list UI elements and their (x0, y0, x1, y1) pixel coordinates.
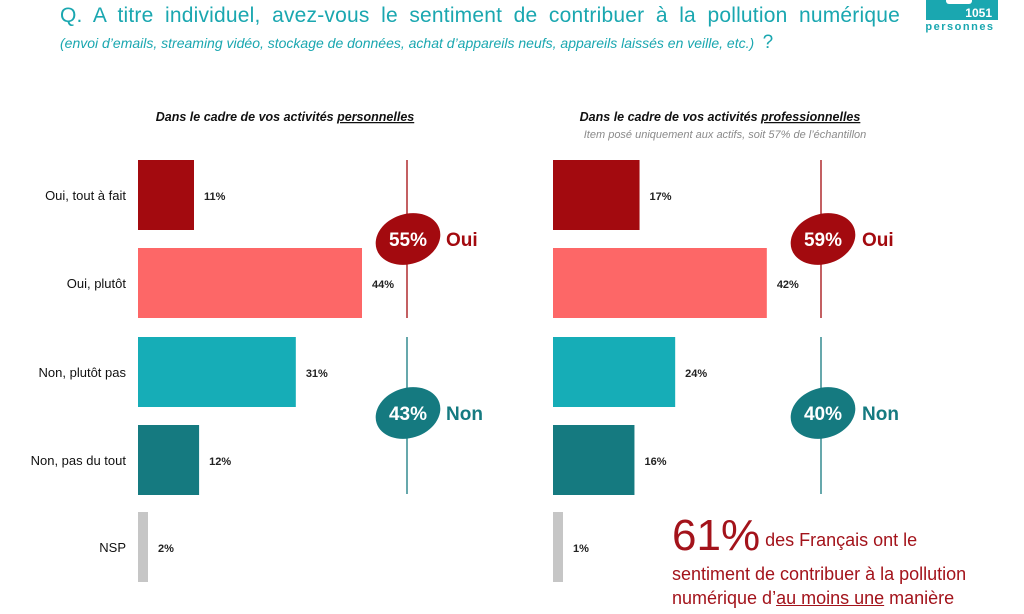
question-subtitle-line: (envoi d’emails, streaming vidéo, stocka… (60, 32, 900, 54)
question-title: Q. A titre individuel, avez-vous le sent… (60, 4, 900, 27)
panel-title-emphasis: personnelles (336, 110, 414, 124)
group-label: Non (446, 404, 483, 425)
bar (553, 160, 640, 230)
group-total: 40% (804, 404, 842, 425)
category-label: NSP (99, 540, 126, 555)
footer-callout: 61% des Français ont le sentiment de con… (672, 514, 1022, 610)
footer-line-3-pre: numérique d’ (672, 588, 777, 608)
category-label: Oui, plutôt (67, 276, 127, 291)
bar-value-label: 42% (777, 279, 799, 291)
group-oval (790, 387, 856, 439)
bar-value-label: 1% (573, 543, 589, 555)
bar (138, 337, 296, 407)
group-oval (790, 213, 856, 265)
bar-value-label: 12% (209, 456, 231, 468)
bar-value-label: 17% (650, 191, 672, 203)
footer-emphasis: au moins une (776, 588, 885, 608)
group-oval (375, 387, 441, 439)
question-block: Q. A titre individuel, avez-vous le sent… (60, 4, 900, 54)
panel-title-prefix: Dans le cadre de vos activités (580, 110, 761, 124)
category-label: Non, plutôt pas (39, 365, 127, 380)
bar-value-label: 11% (204, 191, 226, 203)
group-total: 55% (389, 230, 427, 251)
footer-line-3: numérique d’au moins une manière (672, 586, 1022, 610)
bar (138, 512, 148, 582)
bar (553, 512, 563, 582)
bar (553, 425, 635, 495)
bar (553, 248, 767, 318)
footer-line-3-post: manière (884, 588, 955, 608)
bar-value-label: 44% (372, 279, 394, 291)
bar (553, 337, 676, 407)
panel-title-emphasis: professionnelles (760, 110, 860, 124)
group-label: Oui (862, 230, 894, 251)
group-label: Non (862, 404, 899, 425)
sample-count: 1051 (926, 0, 998, 20)
bar (138, 248, 362, 318)
bar-value-label: 31% (306, 368, 328, 380)
group-total: 59% (804, 230, 842, 251)
group-total: 43% (389, 404, 427, 425)
panel-title: Dans le cadre de vos activités personnel… (156, 110, 415, 124)
footer-big-percent: 61% (672, 511, 761, 560)
panel-title: Dans le cadre de vos activités professio… (580, 110, 861, 124)
bar (138, 160, 194, 230)
category-label: Oui, tout à fait (45, 188, 126, 203)
category-label: Non, pas du tout (31, 453, 127, 468)
bar-value-label: 24% (685, 368, 707, 380)
panel-title-prefix: Dans le cadre de vos activités (156, 110, 337, 124)
group-label: Oui (446, 230, 478, 251)
footer-lead-text: des Français ont le (760, 530, 918, 550)
group-oval (375, 213, 441, 265)
bar-value-label: 16% (644, 456, 666, 468)
sample-size-badge: 1051 personnes (920, 0, 1020, 36)
question-mark: ? (762, 32, 774, 53)
bar (138, 425, 200, 495)
bar-value-label: 2% (158, 543, 174, 555)
footer-line-2: sentiment de contribuer à la pollution (672, 564, 967, 584)
question-subtitle: (envoi d’emails, streaming vidéo, stocka… (60, 35, 755, 51)
sample-label: personnes (925, 21, 995, 33)
panel-note: Item posé uniquement aux actifs, soit 57… (584, 129, 867, 141)
